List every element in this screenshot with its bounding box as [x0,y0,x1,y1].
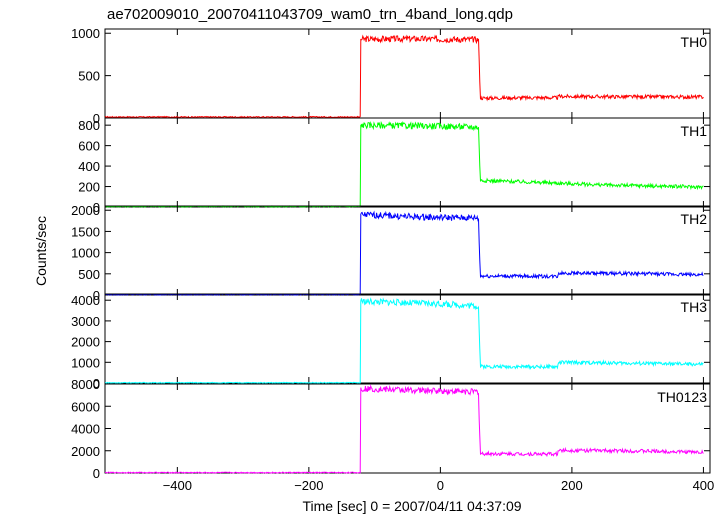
y-tick-label: 200 [78,180,100,195]
y-tick-label: 1000 [71,246,100,261]
y-tick-label: 2000 [71,444,100,459]
panel-frame [104,117,711,208]
panel-frame [104,383,711,474]
chart-title: ae702009010_20070411043709_wam0_trn_4ban… [107,6,513,23]
x-tick-label: −400 [163,478,192,493]
x-tick-label: −200 [294,478,323,493]
series-line-th0 [104,34,704,119]
series-line-th0123 [104,384,704,474]
y-tick-label: 800 [78,118,100,133]
y-tick-label: 4000 [71,293,100,308]
y-tick-label: 500 [78,69,100,84]
series-name-label: TH2 [681,211,708,227]
series-name-label: TH3 [681,299,708,315]
panel-frame [104,205,711,296]
y-axis-label: Counts/sec [33,216,49,286]
y-tick-label: 0 [93,111,100,126]
panel-frame [104,28,711,119]
panel-th2: 0 500 1000 1500 2000 TH2 [71,203,711,303]
x-tick-label: 0 [437,478,444,493]
series-name-label: TH0123 [657,389,707,405]
series-name-label: TH1 [681,123,708,139]
y-tick-label: 500 [78,267,100,282]
y-tick-label: 0 [93,376,100,391]
y-tick-label: 2000 [71,203,100,218]
x-axis-label: Time [sec] 0 = 2007/04/11 04:37:09 [302,498,521,514]
y-tick-label: 8000 [71,377,100,392]
panel-th3: 0 1000 2000 3000 4000 TH3 [71,293,711,391]
y-tick-label: 1500 [71,224,100,239]
y-tick-label: 0 [93,200,100,215]
panel-th0123: 0 2000 4000 6000 8000 TH0123 [71,377,711,481]
series-line-th2 [104,210,704,296]
panel-th1: 0 200 400 600 800 TH1 [78,117,711,215]
y-tick-label: 0 [93,466,100,481]
y-tick-label: 600 [78,139,100,154]
panel-frame [104,293,711,384]
series-name-label: TH0 [681,34,708,50]
panels-group: 0 500 1000 TH0 0 200 400 600 800 TH1 0 500 1000 1500 2… [71,26,714,493]
y-tick-label: 0 [93,288,100,303]
x-tick-label: 200 [561,478,583,493]
series-line-th3 [105,297,704,384]
series-line-th1 [104,120,704,208]
y-tick-label: 6000 [71,399,100,414]
y-tick-label: 1000 [71,26,100,41]
y-tick-label: 1000 [71,355,100,370]
y-tick-label: 400 [78,159,100,174]
y-tick-label: 2000 [71,335,100,350]
y-tick-label: 4000 [71,422,100,437]
y-tick-label: 3000 [71,314,100,329]
x-tick-label: 400 [693,478,715,493]
panel-th0: 0 500 1000 TH0 [71,26,711,126]
